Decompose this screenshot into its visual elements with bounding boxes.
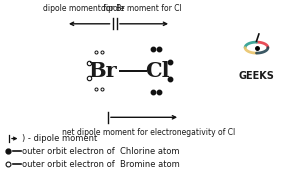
Text: dipole moment for Br: dipole moment for Br bbox=[43, 4, 124, 13]
Text: outer orbit electron of  Bromine atom: outer orbit electron of Bromine atom bbox=[22, 160, 180, 168]
Text: Br: Br bbox=[88, 61, 116, 81]
Text: net dipole moment for electronegativity of Cl: net dipole moment for electronegativity … bbox=[62, 128, 235, 137]
Text: ) - dipole moment: ) - dipole moment bbox=[22, 134, 97, 143]
Text: outer orbit electron of  Chlorine atom: outer orbit electron of Chlorine atom bbox=[22, 147, 180, 156]
Text: GEEKS: GEEKS bbox=[238, 72, 274, 81]
Text: dipole moment for Cl: dipole moment for Cl bbox=[100, 4, 182, 13]
Text: Cl: Cl bbox=[145, 61, 170, 81]
